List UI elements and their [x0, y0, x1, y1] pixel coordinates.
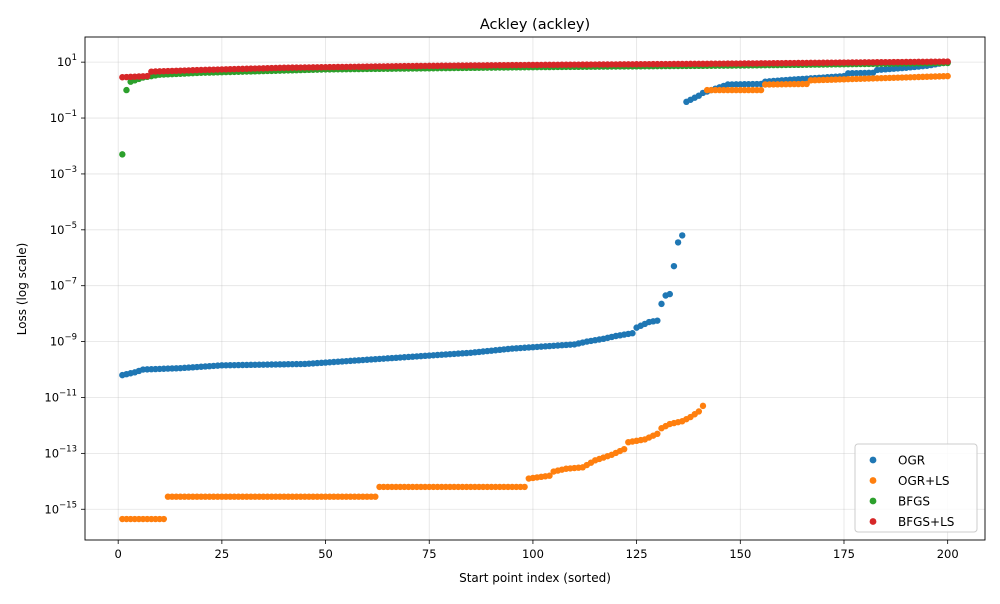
x-tick-label: 100	[522, 547, 544, 561]
legend-label: OGR+LS	[898, 474, 949, 488]
data-point	[546, 472, 553, 479]
data-point	[372, 493, 379, 500]
data-point	[695, 408, 703, 415]
x-tick-label: 200	[937, 547, 959, 561]
gridlines	[85, 37, 985, 540]
data-point	[757, 86, 765, 94]
data-point	[803, 80, 810, 88]
y-tick-label: 10−7	[50, 277, 77, 293]
legend-label: BFGS	[898, 495, 930, 509]
data-point	[944, 72, 951, 80]
legend-label: BFGS+LS	[898, 515, 954, 529]
data-point	[699, 402, 707, 410]
y-tick-label: 10−1	[50, 109, 77, 125]
legend-marker	[869, 497, 877, 505]
y-tick-label: 10−11	[44, 388, 77, 404]
y-axis-label: Loss (log scale)	[15, 243, 29, 336]
data-point	[654, 430, 661, 438]
data-point	[119, 151, 126, 158]
y-tick-label: 10−5	[50, 221, 77, 237]
series-ogr-ls	[119, 72, 951, 523]
data-point	[658, 300, 665, 308]
y-axis-ticks: 10−15 10−13 10−11 10−9 10−7 10−5 10−3 10−1 101	[44, 53, 85, 516]
data-point	[654, 317, 661, 324]
x-tick-label: 75	[422, 547, 437, 561]
data-point	[670, 262, 678, 270]
data-point	[160, 515, 167, 523]
data-point	[123, 86, 130, 94]
y-tick-label: 10−15	[44, 500, 77, 516]
x-tick-label: 0	[115, 547, 122, 561]
x-tick-label: 175	[833, 547, 855, 561]
scatter-points	[119, 58, 951, 523]
chart-title: Ackley (ackley)	[480, 17, 590, 33]
x-tick-label: 25	[215, 547, 230, 561]
x-tick-label: 150	[729, 547, 751, 561]
x-axis-ticks: 0 25 50 75 100 125 150 175 200	[115, 540, 959, 561]
data-point	[144, 72, 151, 80]
legend-label: OGR	[898, 454, 925, 468]
legend-box	[854, 443, 978, 533]
x-tick-label: 125	[626, 547, 648, 561]
data-point	[521, 483, 528, 491]
y-tick-label: 10−9	[50, 333, 77, 349]
data-point	[674, 239, 682, 246]
legend: OGR OGR+LS BFGS BFGS+LS	[854, 443, 978, 533]
data-point	[666, 290, 673, 298]
data-point	[944, 58, 951, 65]
series-bfgs-ls	[119, 58, 951, 81]
x-tick-label: 50	[318, 547, 333, 561]
legend-marker	[869, 477, 877, 484]
legend-marker	[869, 456, 877, 464]
y-tick-label: 101	[57, 53, 77, 69]
data-point	[679, 232, 686, 239]
y-tick-label: 10−13	[44, 444, 77, 460]
legend-marker	[869, 518, 877, 525]
data-point	[629, 330, 636, 337]
x-axis-label: Start point index (sorted)	[459, 571, 611, 585]
data-point	[620, 445, 628, 453]
plot-frame	[84, 36, 986, 541]
y-tick-label: 10−3	[50, 165, 77, 181]
